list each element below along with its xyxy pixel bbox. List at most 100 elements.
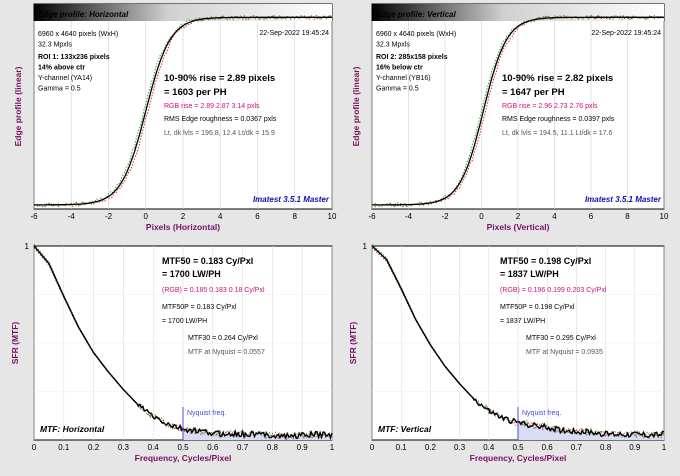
result-line: RMS Edge roughness = 0.0397 pxls (502, 116, 615, 123)
x-tick-label: 0 (370, 443, 375, 452)
result-line: RMS Edge roughness = 0.0367 pxls (164, 116, 277, 123)
y-axis-title: Edge profile (linear) (13, 66, 23, 146)
chart-title: Edge profile: Horizontal (38, 10, 129, 19)
x-tick-label: 0.6 (207, 443, 219, 452)
result-line: RGB rise = 2.89 2.87 3.14 pxls (164, 103, 260, 110)
chart-title: MTF: Vertical (378, 424, 432, 434)
x-axis-title: Pixels (Horizontal) (146, 222, 220, 232)
x-tick-label: 0.9 (297, 443, 309, 452)
info-line: Gamma = 0.5 (38, 86, 81, 93)
info-line: 14% above ctr (38, 65, 85, 72)
x-axis-title: Frequency, Cycles/Pixel (135, 453, 232, 463)
result-line: Lt, dk lvls = 194.5, 11.1 Lt/dk = 17.6 (502, 130, 612, 137)
software-version: Imatest 3.5.1 Master (585, 195, 662, 204)
chart-date: 22-Sep-2022 19:45:24 (259, 30, 329, 37)
x-tick-label: 8 (293, 212, 298, 221)
x-tick-label: 0 (144, 212, 149, 221)
chart-date: 22-Sep-2022 19:45:24 (591, 30, 661, 37)
chart-title: MTF: Horizontal (40, 424, 105, 434)
result-line: MTF30 = 0.295 Cy/Pxl (526, 335, 596, 342)
x-tick-label: -2 (441, 212, 449, 221)
info-line: 6960 x 4640 pixels (WxH) (38, 31, 118, 38)
result-line: MTF50 = 0.198 Cy/Pxl (500, 256, 591, 266)
x-tick-label: 2 (181, 212, 186, 221)
result-line: 10-90% rise = 2.82 pixels (502, 73, 613, 84)
x-tick-label: 0.1 (58, 443, 70, 452)
result-line: = 1700 LW/PH (162, 318, 207, 325)
result-line: MTF at Nyquist = 0.0557 (188, 349, 265, 356)
x-tick-label: 1 (662, 443, 667, 452)
info-line: 32.3 Mpxls (38, 42, 72, 49)
result-line: RGB rise = 2.96 2.73 2.76 pxls (502, 103, 598, 110)
info-line: 32.3 Mpxls (376, 42, 410, 49)
x-tick-label: 0.6 (542, 443, 554, 452)
info-line: Y-channel (YA14) (38, 75, 92, 82)
nyquist-label: Nyquist freq. (187, 410, 226, 417)
x-tick-label: 4 (218, 212, 223, 221)
x-tick-label: 1 (330, 443, 335, 452)
info-line: 16% below ctr (376, 65, 423, 72)
result-line: = 1700 LW/PH (162, 269, 221, 279)
result-line: MTF at Nyquist = 0.0935 (526, 349, 603, 356)
result-line: MTF50 = 0.183 Cy/Pxl (162, 256, 253, 266)
x-tick-label: 6 (255, 212, 260, 221)
edge-profile-horizontal-chart: -6 -4 -2 0 2 4 6 8 10 Edge profile: Horizontal 22-… (13, 3, 337, 232)
x-tick-label: 0.7 (571, 443, 583, 452)
x-tick-label: 0.3 (454, 443, 466, 452)
result-line: Lt, dk lvls = 196.8, 12.4 Lt/dk = 15.9 (164, 130, 275, 137)
result-line: (RGB) = 0.196 0.199 0.203 Cy/Pxl (500, 287, 607, 294)
y-axis-title: Edge profile (linear) (351, 66, 361, 146)
x-tick-label: -4 (68, 212, 76, 221)
chart-title: Edge profile: Vertical (376, 10, 457, 19)
result-line: (RGB) = 0.185 0.183 0.18 Cy/Pxl (162, 287, 265, 294)
x-tick-label: 0.5 (512, 443, 524, 452)
result-line: MTF50P = 0.183 Cy/Pxl (162, 304, 237, 311)
x-tick-label: 0 (32, 443, 37, 452)
x-tick-label: 2 (516, 212, 521, 221)
result-line: = 1603 per PH (164, 87, 227, 98)
x-tick-label: 0.4 (148, 443, 160, 452)
info-line: Gamma = 0.5 (376, 86, 419, 93)
y-tick-label: 1 (363, 242, 368, 251)
x-tick-label: 0.2 (88, 443, 100, 452)
x-tick-label: 10 (328, 212, 337, 221)
x-tick-label: 0.9 (629, 443, 641, 452)
y-tick-label: 1 (25, 242, 30, 251)
x-tick-label: 0.7 (237, 443, 249, 452)
x-tick-label: 8 (625, 212, 630, 221)
x-tick-label: 4 (552, 212, 557, 221)
info-line: ROI 2: 285x158 pixels (376, 54, 448, 61)
info-line: 6960 x 4640 pixels (WxH) (376, 31, 456, 38)
result-line: = 1837 LW/PH (500, 269, 559, 279)
result-line: MTF30 = 0.264 Cy/Pxl (188, 335, 258, 342)
nyquist-label: Nyquist freq. (522, 410, 561, 417)
x-tick-label: 0.3 (118, 443, 130, 452)
x-tick-label: -6 (30, 212, 38, 221)
result-line: = 1647 per PH (502, 87, 565, 98)
x-tick-label: 0.8 (267, 443, 279, 452)
software-version: Imatest 3.5.1 Master (253, 195, 330, 204)
y-axis-title: SFR (MTF) (10, 322, 20, 365)
x-tick-label: 6 (589, 212, 594, 221)
mtf-vertical-chart: 0 0.1 0.2 0.3 0.4 0.5 0.6 0.7 0.8 0.9 1 1 Nyquist fr… (348, 242, 667, 463)
y-axis-title: SFR (MTF) (348, 322, 358, 365)
x-tick-label: 0.8 (600, 443, 612, 452)
x-tick-label: 0.1 (396, 443, 408, 452)
info-line: Y-channel (YB16) (376, 75, 431, 82)
x-axis-title: Frequency, Cycles/Pixel (470, 453, 567, 463)
info-line: ROI 1: 133x236 pixels (38, 54, 110, 61)
result-line: 10-90% rise = 2.89 pixels (164, 73, 275, 84)
x-tick-label: 10 (660, 212, 669, 221)
x-tick-label: 0.5 (177, 443, 189, 452)
x-tick-label: 0 (479, 212, 484, 221)
edge-profile-line (34, 16, 332, 206)
result-line: = 1837 LW/PH (500, 318, 545, 325)
x-tick-label: -4 (405, 212, 413, 221)
edge-profile-line (372, 16, 664, 206)
x-tick-label: 0.4 (483, 443, 495, 452)
x-tick-label: -6 (368, 212, 376, 221)
x-axis-title: Pixels (Vertical) (487, 222, 550, 232)
edge-profile-vertical-chart: -6 -4 -2 0 2 4 6 8 10 Edge profile: Vertical 22-Se… (351, 3, 669, 232)
x-tick-label: -2 (105, 212, 113, 221)
